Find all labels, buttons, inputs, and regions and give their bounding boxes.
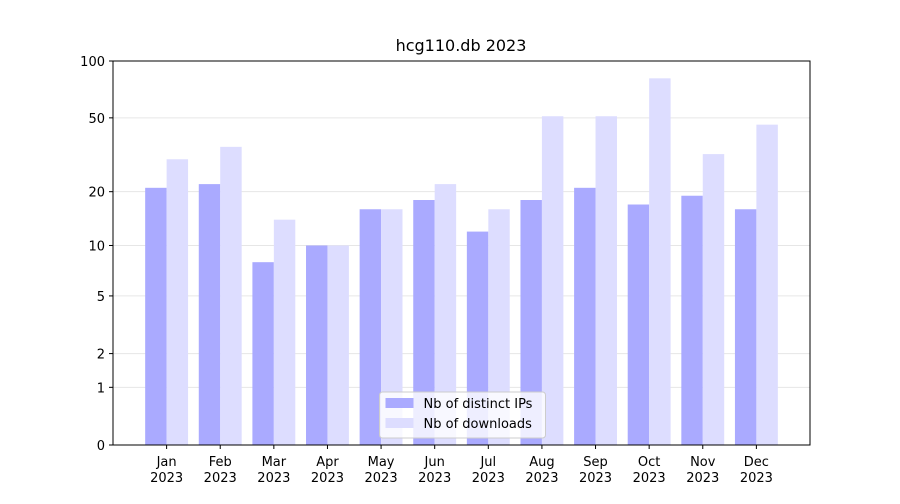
legend-swatch xyxy=(385,418,414,428)
x-tick-label: Nov 2023 xyxy=(686,455,719,486)
bar xyxy=(734,209,757,445)
x-tick-label: Mar 2023 xyxy=(257,455,290,486)
legend-swatch xyxy=(385,398,414,408)
y-tick-label: 1 xyxy=(97,381,105,396)
bar xyxy=(702,154,725,446)
y-tick-label: 10 xyxy=(88,239,105,254)
bar xyxy=(359,209,382,445)
x-tick-label: Feb 2023 xyxy=(204,455,237,486)
bar xyxy=(166,159,189,445)
y-tick-label: 0 xyxy=(97,439,105,454)
bar xyxy=(252,262,274,445)
x-tick-label: Jul 2023 xyxy=(472,455,505,486)
bar xyxy=(381,209,403,445)
bar xyxy=(574,187,596,445)
x-tick-label: Jan 2023 xyxy=(150,455,183,486)
legend-box xyxy=(379,391,546,439)
y-tick-label: 50 xyxy=(88,112,105,127)
bar xyxy=(595,116,617,446)
bar xyxy=(488,209,510,445)
bar xyxy=(198,184,221,446)
x-tick-label: Jun 2023 xyxy=(418,455,451,486)
bar xyxy=(649,78,671,446)
x-tick-label: Oct 2023 xyxy=(633,455,666,486)
y-tick-label: 100 xyxy=(80,55,105,70)
bar xyxy=(627,204,650,445)
bar xyxy=(756,124,778,446)
y-tick-label: 5 xyxy=(97,290,105,305)
bar xyxy=(681,195,703,445)
legend-label: Nb of downloads xyxy=(424,417,533,432)
plot-frame xyxy=(112,60,811,446)
y-tick-label: 20 xyxy=(88,186,105,201)
x-tick-label: May 2023 xyxy=(365,455,398,486)
bar xyxy=(273,219,296,445)
x-tick-label: Sep 2023 xyxy=(579,455,612,486)
bar xyxy=(327,245,349,445)
bar xyxy=(541,116,564,446)
x-tick-label: Apr 2023 xyxy=(311,455,344,486)
bar xyxy=(306,245,328,445)
x-tick-label: Aug 2023 xyxy=(525,455,558,486)
bar xyxy=(413,200,435,445)
bar xyxy=(145,187,167,445)
bar xyxy=(520,200,542,445)
bar xyxy=(434,184,457,446)
chart-title: hcg110.db 2023 xyxy=(396,36,527,55)
y-tick-label: 2 xyxy=(97,348,105,363)
legend-label: Nb of distinct IPs xyxy=(424,397,533,412)
x-tick-label: Dec 2023 xyxy=(740,455,773,486)
bar xyxy=(220,146,242,445)
